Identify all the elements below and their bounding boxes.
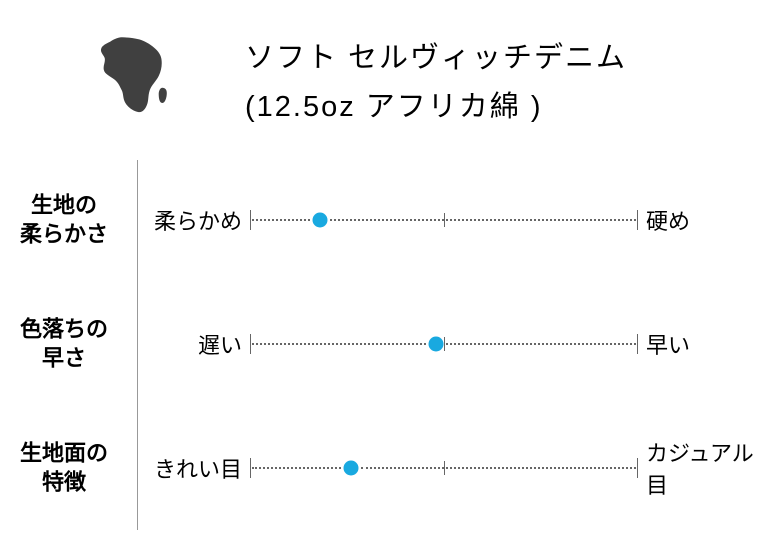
metric-label-line2: 特徴	[42, 469, 86, 494]
track-dotted-right	[361, 467, 636, 469]
slider-marker	[343, 461, 358, 476]
slider-track	[250, 208, 638, 232]
tick-start	[250, 210, 251, 230]
metric-label-line2: 柔らかさ	[20, 221, 108, 246]
metric-label: 生地の 柔らかさ	[0, 191, 128, 248]
track-dotted-left	[252, 219, 310, 221]
tick-end	[637, 210, 638, 230]
tick-end	[637, 458, 638, 478]
title-line-1: ソフト セルヴィッチデニム	[245, 34, 627, 83]
metric-label: 色落ちの 早さ	[0, 315, 128, 372]
metric-row: 色落ちの 早さ 遅い 早い	[0, 314, 770, 374]
tick-mid	[444, 337, 445, 351]
header: ソフト セルヴィッチデニム (12.5oz アフリカ綿 )	[0, 0, 770, 133]
title-line-2: (12.5oz アフリカ綿 )	[245, 83, 627, 132]
metric-row: 生地の 柔らかさ 柔らかめ 硬め	[0, 190, 770, 250]
track-dotted-right	[446, 343, 636, 345]
track-dotted-left	[252, 343, 426, 345]
metric-label-line1: 生地面の	[20, 440, 108, 465]
slider-track	[250, 456, 638, 480]
endpoint-left: きれい目	[146, 452, 242, 484]
tick-start	[250, 334, 251, 354]
metric-label-line2: 早さ	[42, 345, 86, 370]
metric-label-line1: 色落ちの	[20, 316, 108, 341]
tick-start	[250, 458, 251, 478]
slider-marker	[312, 213, 327, 228]
endpoint-left: 柔らかめ	[146, 204, 242, 236]
endpoint-right: 早い	[646, 328, 764, 360]
africa-icon	[90, 28, 185, 123]
title: ソフト セルヴィッチデニム (12.5oz アフリカ綿 )	[245, 28, 627, 133]
metric-label-line1: 生地の	[31, 192, 97, 217]
endpoint-right: 硬め	[646, 204, 764, 236]
metric-row: 生地面の 特徴 きれい目 カジュアル目	[0, 438, 770, 498]
slider-track	[250, 332, 638, 356]
track-dotted-left	[252, 467, 341, 469]
metric-label: 生地面の 特徴	[0, 439, 128, 496]
endpoint-left: 遅い	[146, 328, 242, 360]
africa-path	[100, 37, 161, 112]
endpoint-right: カジュアル目	[646, 436, 764, 500]
tick-end	[637, 334, 638, 354]
track-dotted-right	[330, 219, 636, 221]
slider-marker	[429, 337, 444, 352]
madagascar-path	[158, 87, 166, 102]
